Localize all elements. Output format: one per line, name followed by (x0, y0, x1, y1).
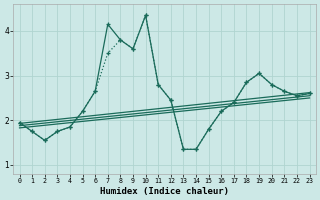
X-axis label: Humidex (Indice chaleur): Humidex (Indice chaleur) (100, 187, 229, 196)
